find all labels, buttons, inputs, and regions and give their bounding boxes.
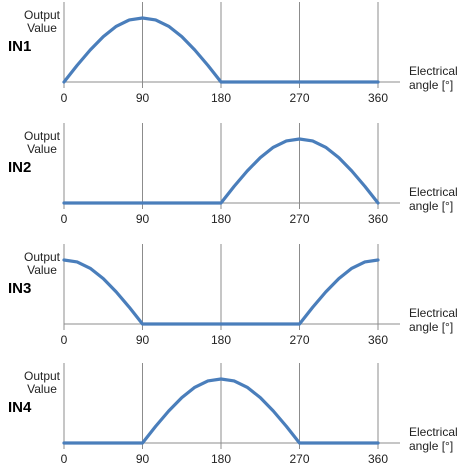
x-tick-label: 360 <box>368 91 388 105</box>
x-axis-label: Electrical <box>409 306 458 320</box>
x-tick-label: 360 <box>368 212 388 226</box>
series-line <box>62 258 380 326</box>
x-tick-label: 0 <box>61 91 68 105</box>
x-axis-label: Electrical <box>409 425 458 439</box>
x-tick-label: 270 <box>289 91 309 105</box>
y-axis-label: Output <box>24 8 61 22</box>
y-axis-label: Output <box>24 369 61 383</box>
panel-title: IN3 <box>8 280 31 297</box>
x-tick-label: 360 <box>368 452 388 466</box>
x-tick-label: 90 <box>136 91 150 105</box>
x-tick-label: 0 <box>61 452 68 466</box>
x-axis-label: angle [°] <box>409 78 453 92</box>
panel-title: IN4 <box>8 399 32 416</box>
y-axis-label: Output <box>24 129 61 143</box>
x-tick-label: 90 <box>136 212 150 226</box>
y-axis-label: Output <box>24 250 61 264</box>
x-axis-label: angle [°] <box>409 199 453 213</box>
x-axis-label: angle [°] <box>409 320 453 334</box>
x-tick-label: 180 <box>211 91 231 105</box>
x-tick-label: 0 <box>61 333 68 347</box>
panel-title: IN2 <box>8 159 31 176</box>
y-axis-label: Value <box>27 263 57 277</box>
x-tick-label: 0 <box>61 212 68 226</box>
series-line <box>62 377 380 445</box>
x-tick-label: 270 <box>289 452 309 466</box>
series-line <box>62 137 380 205</box>
series-line <box>62 16 380 84</box>
x-tick-label: 270 <box>289 333 309 347</box>
x-tick-label: 270 <box>289 212 309 226</box>
x-tick-label: 360 <box>368 333 388 347</box>
x-axis-label: angle [°] <box>409 439 453 453</box>
y-axis-label: Value <box>27 142 57 156</box>
panel-title: IN1 <box>8 38 31 55</box>
x-axis-label: Electrical <box>409 64 458 78</box>
x-tick-label: 180 <box>211 452 231 466</box>
y-axis-label: Value <box>27 21 57 35</box>
x-tick-label: 90 <box>136 452 150 466</box>
y-axis-label: Value <box>27 382 57 396</box>
x-tick-label: 90 <box>136 333 150 347</box>
x-tick-label: 180 <box>211 212 231 226</box>
x-tick-label: 180 <box>211 333 231 347</box>
x-axis-label: Electrical <box>409 185 458 199</box>
